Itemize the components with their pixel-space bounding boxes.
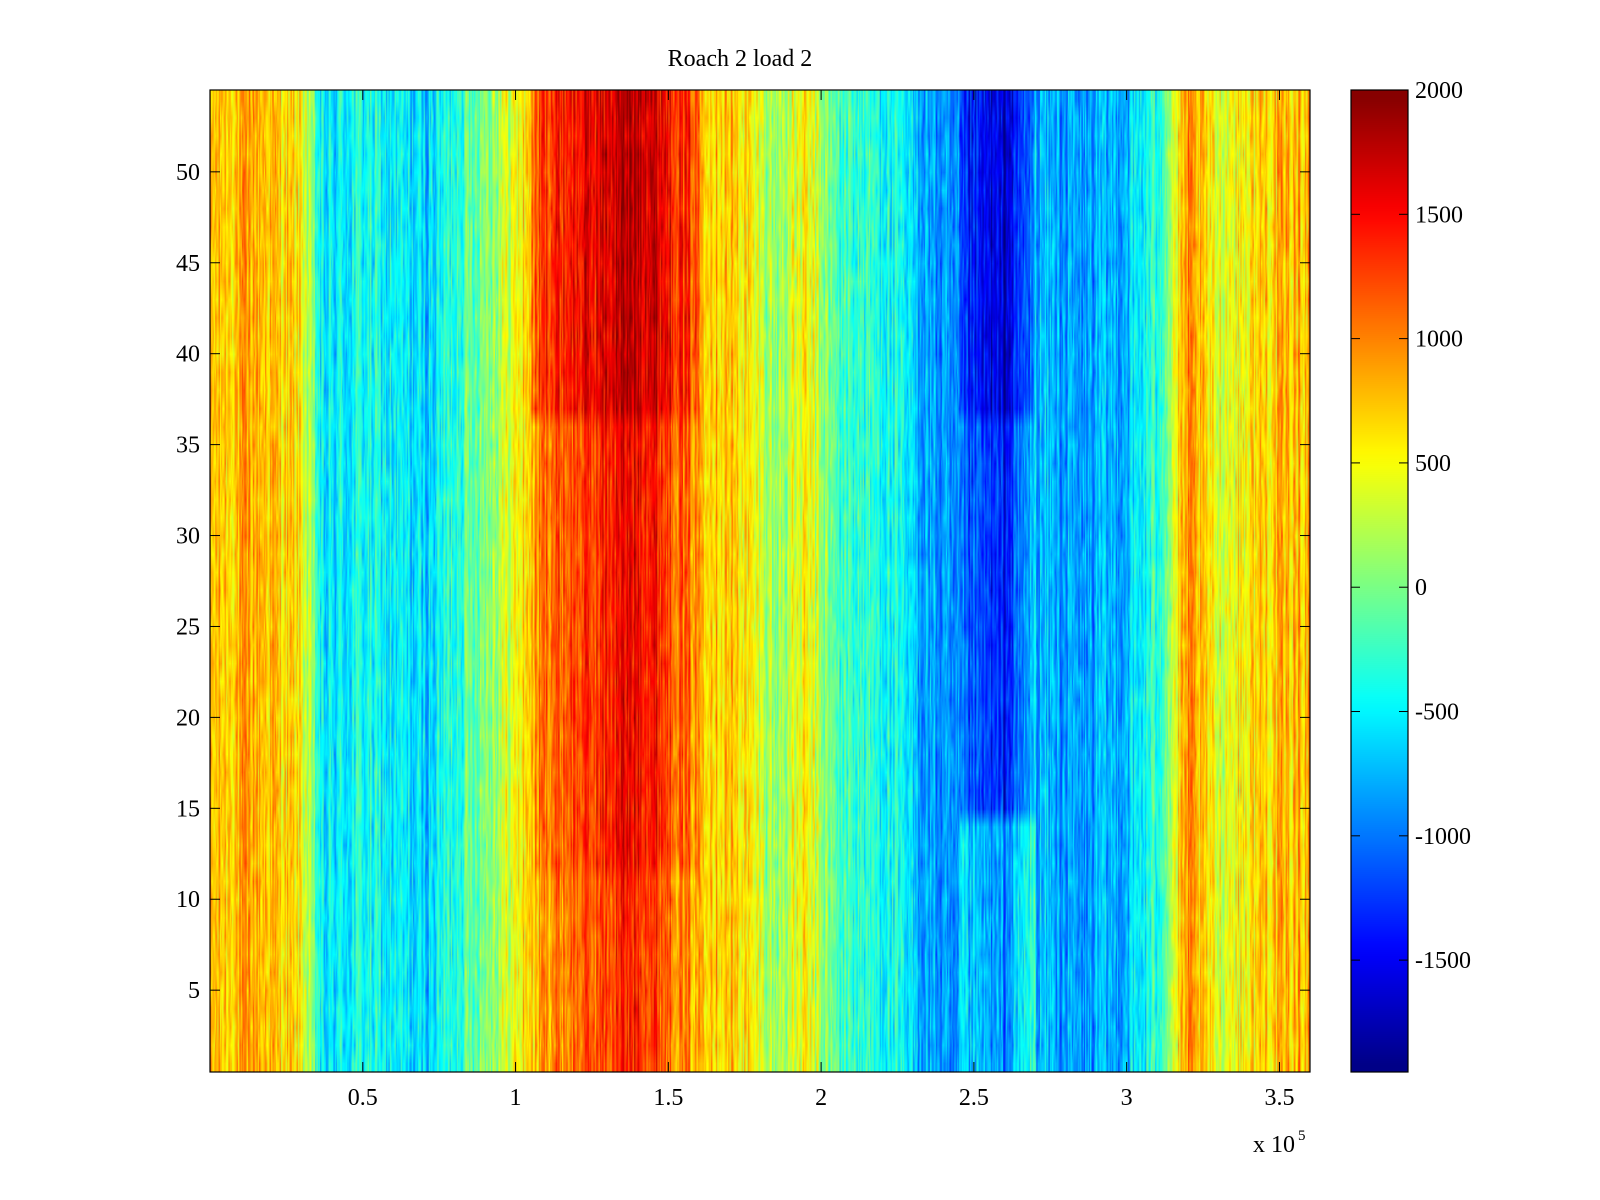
x-tick-label: 3 <box>1121 1085 1133 1111</box>
plot-area <box>210 90 1310 1072</box>
y-tick-label: 20 <box>176 705 200 731</box>
x-tick-label: 2.5 <box>959 1085 989 1111</box>
x-tick-label: 0.5 <box>348 1085 378 1111</box>
x-exponent-label: x 10 <box>1253 1132 1295 1158</box>
y-tick-label: 50 <box>176 160 200 186</box>
y-tick-label: 35 <box>176 433 200 459</box>
colorbar-tick-label: -1000 <box>1415 824 1471 850</box>
colorbar-frame <box>1350 89 1409 1073</box>
colorbar-tick-label: 500 <box>1415 451 1451 477</box>
y-tick-label: 10 <box>176 887 200 913</box>
colorbar-tick-label: 2000 <box>1415 78 1463 104</box>
x-exponent-power: 5 <box>1298 1128 1306 1144</box>
x-tick-label: 1.5 <box>653 1085 683 1111</box>
colorbar-tick-label: 0 <box>1415 575 1427 601</box>
x-tick-label: 2 <box>815 1085 827 1111</box>
y-tick-label: 5 <box>188 978 200 1004</box>
x-tick-label: 3.5 <box>1264 1085 1294 1111</box>
colorbar-tick-label: 1000 <box>1415 327 1463 353</box>
x-tick-label: 1 <box>510 1085 522 1111</box>
colorbar: 2000 1500 1000 500 0 -500 -1000 -1500 <box>1350 78 1471 1073</box>
colorbar-gradient <box>1351 90 1408 1072</box>
y-tick-label: 25 <box>176 614 200 640</box>
colorbar-ticks: 2000 1500 1000 500 0 -500 -1000 -1500 <box>1351 78 1471 974</box>
colorbar-tick-label: -500 <box>1415 700 1459 726</box>
colorbar-tick-label: -1500 <box>1415 948 1471 974</box>
y-tick-label: 30 <box>176 524 200 550</box>
plot-frame <box>209 89 1311 1073</box>
x-axis: 0.5 1 1.5 2 2.5 3 3.5 <box>348 90 1294 1111</box>
chart-title: Roach 2 load 2 <box>668 46 813 72</box>
colorbar-tick-label: 1500 <box>1415 202 1463 228</box>
y-tick-label: 40 <box>176 342 200 368</box>
y-tick-label: 45 <box>176 251 200 277</box>
y-axis: 5 10 15 20 25 30 35 40 45 50 <box>176 160 1310 1004</box>
heatmap-image <box>210 90 1310 1072</box>
y-tick-label: 15 <box>176 796 200 822</box>
